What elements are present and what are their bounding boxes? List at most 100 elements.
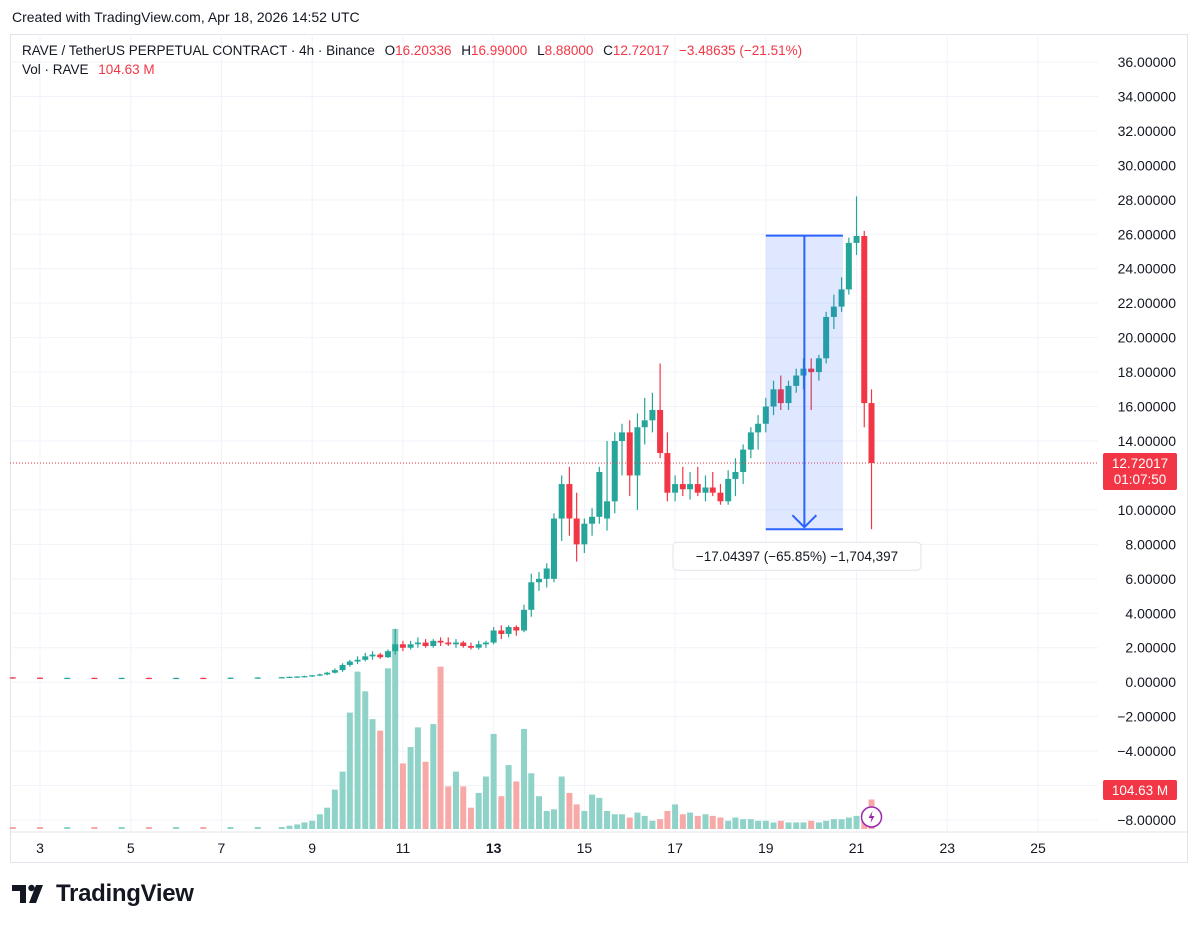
candle-body[interactable] xyxy=(672,484,679,493)
candle-body[interactable] xyxy=(498,630,505,634)
candle-body[interactable] xyxy=(460,642,467,647)
candle-body[interactable] xyxy=(422,642,429,647)
candle-body[interactable] xyxy=(664,453,671,493)
candle-body[interactable] xyxy=(369,654,376,657)
candle-body[interactable] xyxy=(770,389,777,407)
candle-body[interactable] xyxy=(657,409,664,454)
candle-body[interactable] xyxy=(118,677,125,680)
volume-label[interactable]: Vol · RAVE xyxy=(22,62,89,77)
candle-body[interactable] xyxy=(808,368,815,373)
candle-body[interactable] xyxy=(589,516,596,524)
candle-body[interactable] xyxy=(815,358,822,373)
candle-body[interactable] xyxy=(725,478,732,502)
candle-body[interactable] xyxy=(861,235,868,404)
candle-body[interactable] xyxy=(793,375,800,386)
candle-body[interactable] xyxy=(581,523,588,545)
candle-body[interactable] xyxy=(64,677,71,680)
candle-body[interactable] xyxy=(604,501,611,519)
candle-body[interactable] xyxy=(200,677,207,680)
x-tick-label: 25 xyxy=(1030,840,1046,856)
candle-body[interactable] xyxy=(611,441,618,502)
candle-body[interactable] xyxy=(490,630,497,643)
candle-body[interactable] xyxy=(414,642,421,645)
brand-name: TradingView xyxy=(56,880,194,907)
candle-body[interactable] xyxy=(694,484,701,493)
candle-body[interactable] xyxy=(777,389,784,404)
candle-body[interactable] xyxy=(536,578,542,583)
candle-body[interactable] xyxy=(732,472,739,479)
symbol-name[interactable]: RAVE / TetherUS PERPETUAL CONTRACT · 4h … xyxy=(22,43,375,58)
candle-body[interactable] xyxy=(740,449,747,473)
volume-bar xyxy=(286,825,293,829)
candle-body[interactable] xyxy=(573,518,580,545)
candle-body[interactable] xyxy=(346,661,353,665)
candle-body[interactable] xyxy=(294,676,301,678)
candle-body[interactable] xyxy=(823,316,830,359)
candle-body[interactable] xyxy=(687,484,694,490)
candle-body[interactable] xyxy=(399,644,406,648)
candle-body[interactable] xyxy=(467,646,474,648)
candle-body[interactable] xyxy=(482,642,489,645)
candle-body[interactable] xyxy=(747,432,754,450)
candle-body[interactable] xyxy=(528,582,535,610)
candle-body[interactable] xyxy=(785,385,792,404)
candle-body[interactable] xyxy=(868,403,875,464)
candle-body[interactable] xyxy=(543,568,550,579)
candle-body[interactable] xyxy=(521,609,528,631)
candle-body[interactable] xyxy=(377,654,384,658)
candle-body[interactable] xyxy=(702,487,709,493)
candle-body[interactable] xyxy=(324,672,331,675)
candle-body[interactable] xyxy=(301,676,308,678)
candle-body[interactable] xyxy=(845,242,852,290)
candle-body[interactable] xyxy=(709,487,716,493)
candle-body[interactable] xyxy=(37,677,43,679)
candle-body[interactable] xyxy=(649,409,656,421)
candle-body[interactable] xyxy=(384,651,391,658)
ohlc-close-value: 12.72017 xyxy=(612,43,670,58)
candle-body[interactable] xyxy=(9,677,16,679)
candle-body[interactable] xyxy=(762,406,769,424)
candle-body[interactable] xyxy=(717,492,724,502)
candle-body[interactable] xyxy=(316,674,323,676)
candle-body[interactable] xyxy=(392,644,399,652)
candle-body[interactable] xyxy=(853,235,860,243)
candle-body[interactable] xyxy=(596,472,603,517)
candle-body[interactable] xyxy=(838,289,845,307)
candle-body[interactable] xyxy=(254,677,261,679)
candle-body[interactable] xyxy=(619,432,626,441)
candle-body[interactable] xyxy=(755,423,762,433)
candle-body[interactable] xyxy=(437,640,444,643)
candle-body[interactable] xyxy=(550,518,557,579)
candle-body[interactable] xyxy=(407,644,414,648)
candle-body[interactable] xyxy=(626,432,633,476)
candle-body[interactable] xyxy=(566,484,573,519)
candle-body[interactable] xyxy=(173,677,180,680)
candle-body[interactable] xyxy=(227,677,234,679)
candle-body[interactable] xyxy=(286,676,293,679)
candle-body[interactable] xyxy=(145,677,152,680)
volume-bar xyxy=(64,827,71,829)
candle-body[interactable] xyxy=(354,659,361,662)
candle-body[interactable] xyxy=(634,427,641,476)
candle-body[interactable] xyxy=(830,306,837,317)
volume-bar xyxy=(679,814,686,829)
candle-body[interactable] xyxy=(430,640,437,647)
candle-body[interactable] xyxy=(452,642,459,645)
y-tick-label: 36.00000 xyxy=(1118,54,1177,70)
volume-bar xyxy=(657,819,664,829)
candle-body[interactable] xyxy=(278,677,285,679)
candle-body[interactable] xyxy=(362,656,369,660)
candle-body[interactable] xyxy=(445,642,452,645)
candle-body[interactable] xyxy=(679,484,686,490)
candle-body[interactable] xyxy=(513,627,520,631)
candle-body[interactable] xyxy=(475,644,482,648)
candle-body[interactable] xyxy=(339,664,346,671)
candle-body[interactable] xyxy=(558,484,565,519)
candle-body[interactable] xyxy=(641,420,648,428)
volume-bar xyxy=(566,792,573,829)
candle-body[interactable] xyxy=(91,677,98,680)
candle-body[interactable] xyxy=(309,675,316,677)
candle-body[interactable] xyxy=(505,627,512,634)
candle-body[interactable] xyxy=(331,670,338,673)
